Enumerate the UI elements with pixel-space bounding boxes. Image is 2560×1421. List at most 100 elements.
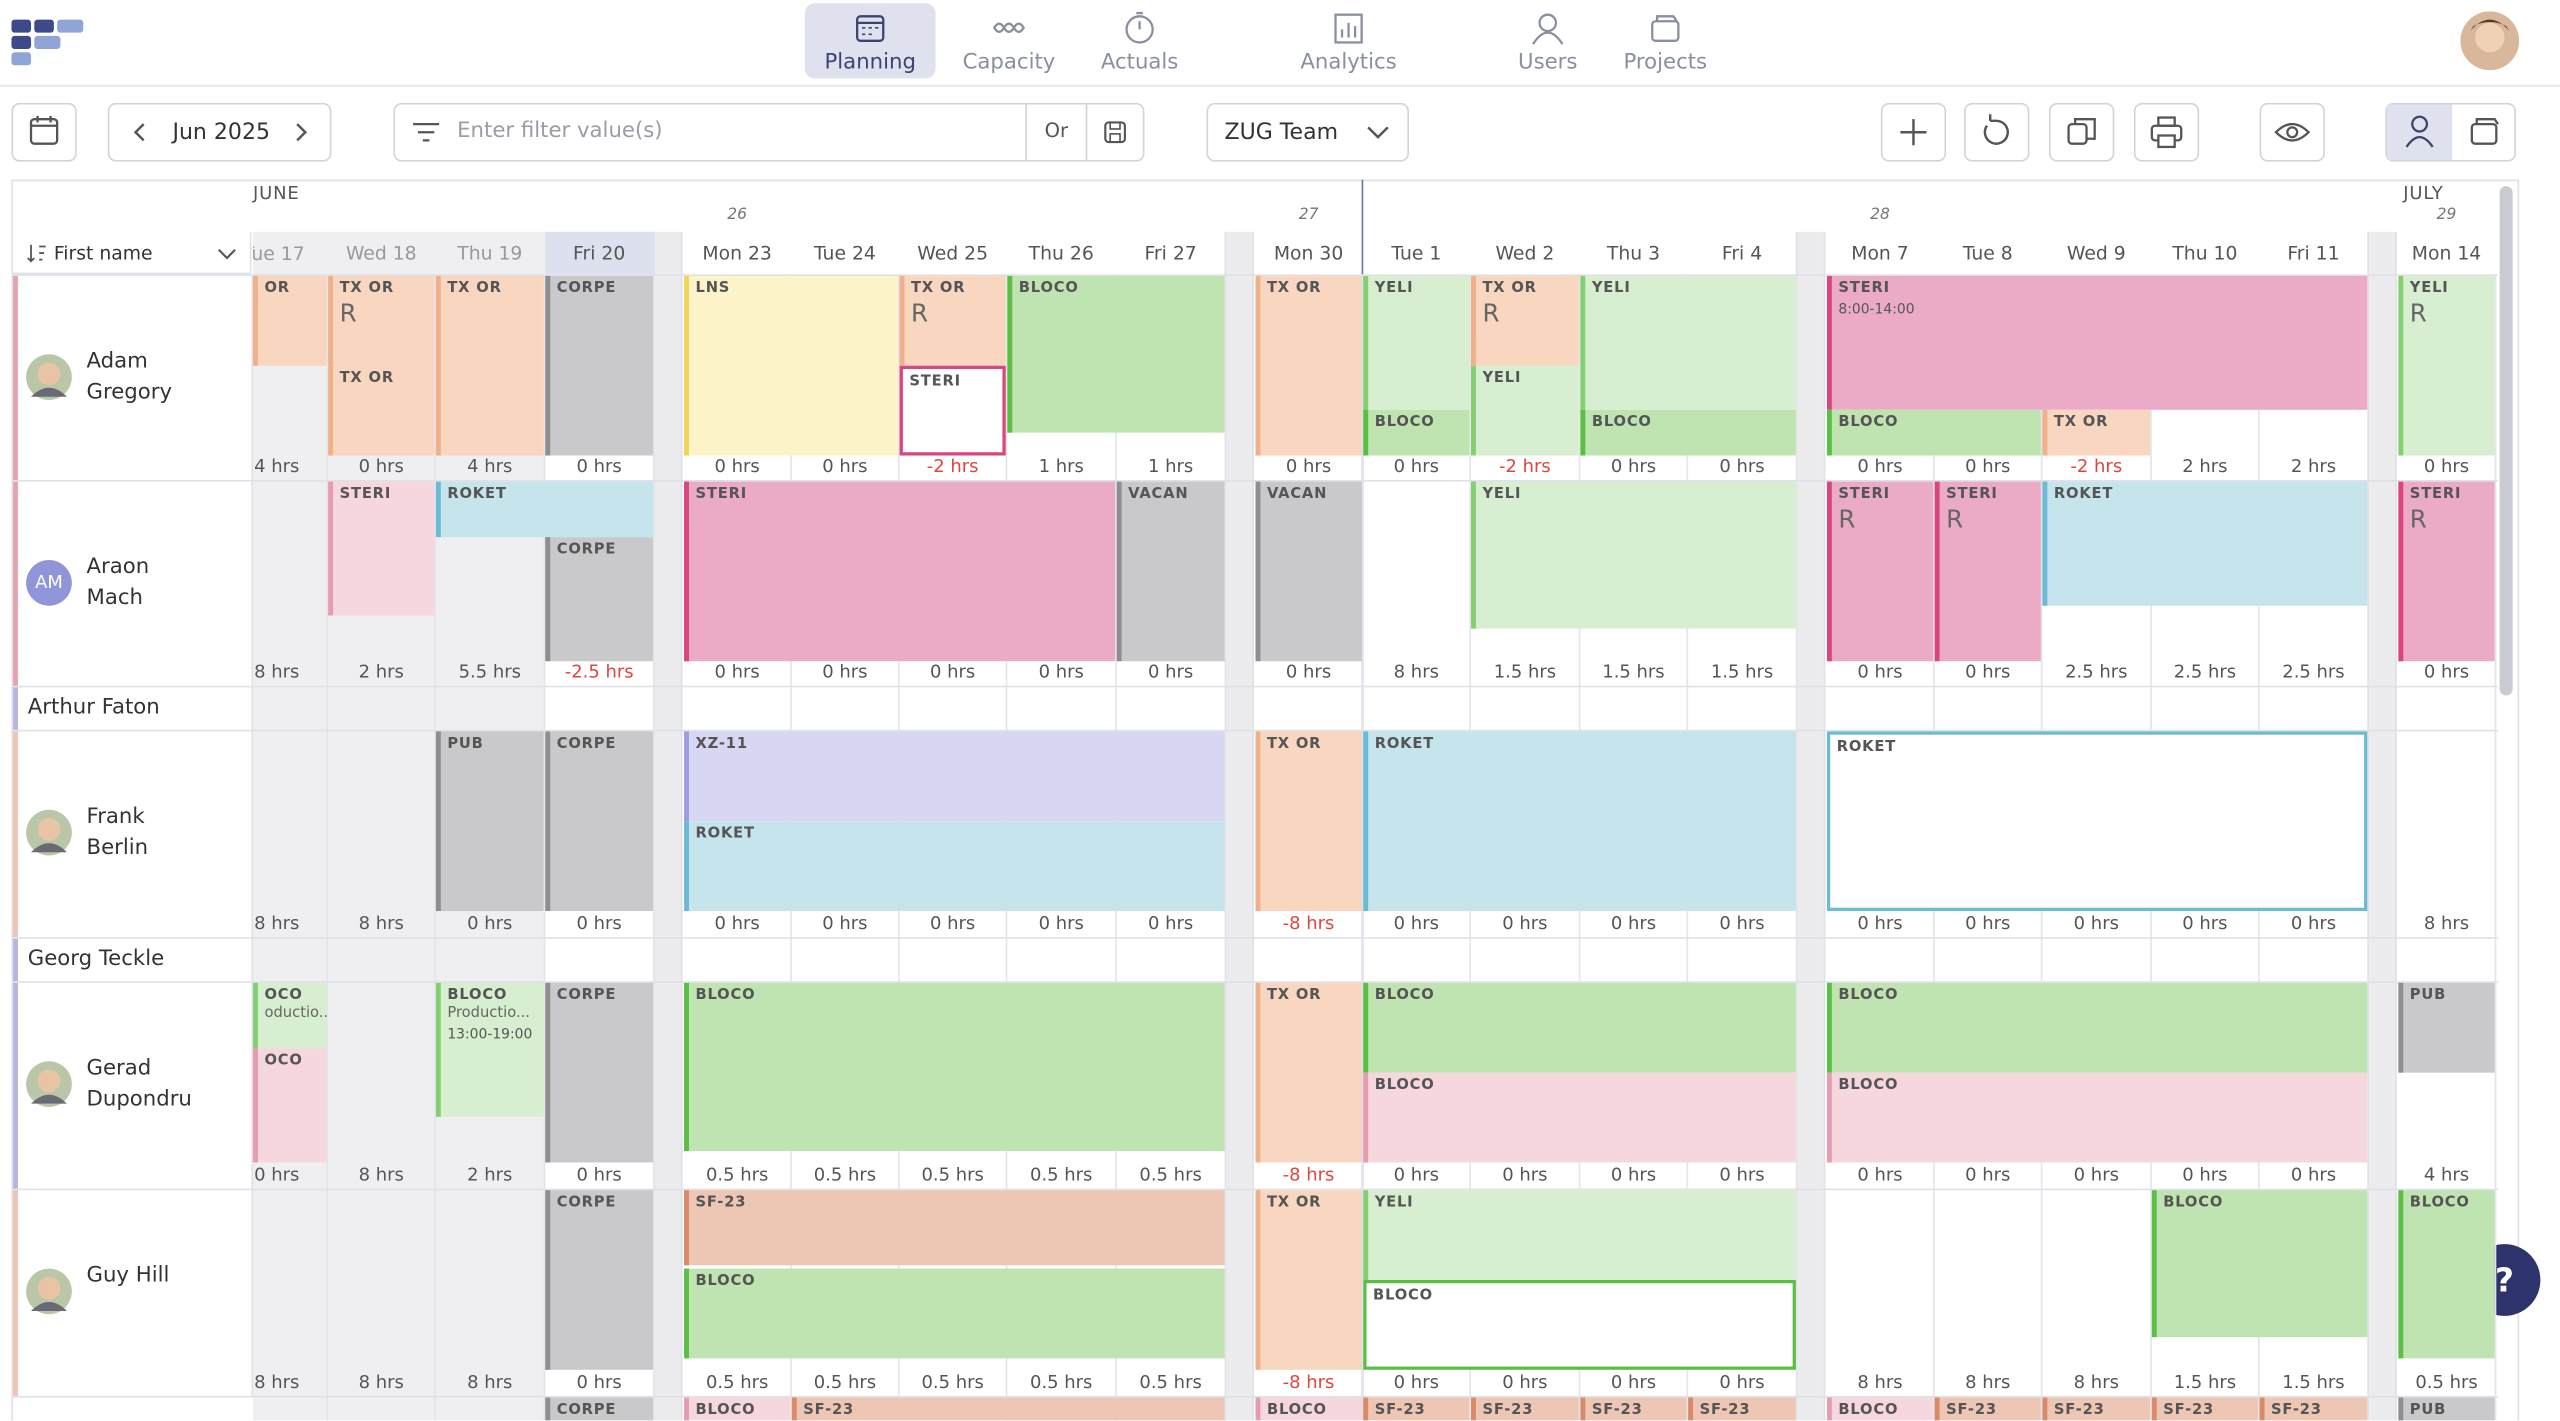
nav-item[interactable]: Actuals	[1074, 3, 1205, 78]
booking[interactable]: TX OR	[1255, 731, 1362, 912]
nav-item[interactable]: Projects	[1600, 3, 1731, 78]
booking[interactable]: OCO oductio...	[253, 982, 327, 1049]
booking[interactable]: CORPE	[545, 1397, 654, 1421]
booking[interactable]: BLOCO	[684, 1268, 1225, 1359]
nav-item[interactable]: Analytics	[1283, 3, 1414, 78]
filter-input[interactable]: Enter filter value(s)	[457, 119, 663, 144]
or-toggle[interactable]: Or	[1044, 119, 1069, 143]
booking[interactable]: BLOCO	[684, 982, 1225, 1152]
booking[interactable]: VACAN	[1255, 481, 1362, 662]
booking[interactable]: ROKET	[684, 821, 1225, 912]
booking-label: TX OR	[1266, 736, 1322, 753]
booking[interactable]: ROKET	[1826, 731, 2368, 912]
add-button[interactable]	[1880, 102, 1947, 162]
booking[interactable]: ROKET	[435, 481, 654, 538]
booking[interactable]: BLOCO	[1363, 1280, 1796, 1370]
booking[interactable]: CORPE	[545, 1190, 654, 1370]
project-view[interactable]	[2452, 104, 2517, 160]
team-select[interactable]: ZUG Team	[1206, 102, 1409, 162]
booking[interactable]: STERI	[899, 365, 1006, 456]
booking[interactable]: BLOCO	[1580, 409, 1796, 456]
booking[interactable]: SF-23	[2151, 1397, 2258, 1421]
booking[interactable]: LNS	[684, 275, 898, 456]
booking[interactable]: SF-23	[1580, 1397, 1687, 1421]
booking[interactable]: BLOCO	[2398, 1190, 2495, 1359]
booking[interactable]: SF-23	[2042, 1397, 2151, 1421]
booking[interactable]: XZ-11	[684, 731, 1225, 822]
booking[interactable]: SF-23	[1363, 1397, 1470, 1421]
booking[interactable]: CORPE	[545, 731, 654, 912]
booking[interactable]: STERI	[328, 481, 435, 616]
booking[interactable]: TX OR R	[899, 275, 1006, 366]
booking[interactable]: SF-23	[1934, 1397, 2041, 1421]
booking[interactable]: SF-23	[1688, 1397, 1796, 1421]
booking[interactable]: STERI 8:00-14:00	[1826, 275, 2368, 410]
booking[interactable]: STERI	[684, 481, 1116, 662]
booking[interactable]: SF-23	[684, 1190, 1225, 1266]
sort-header[interactable]: First name	[13, 231, 252, 275]
nav-item[interactable]: Planning	[804, 3, 936, 79]
booking[interactable]: TX OR	[1255, 982, 1362, 1163]
booking[interactable]: BLOCO Productio... 13:00-19:00	[435, 982, 544, 1117]
booking[interactable]: ROKET	[1363, 731, 1796, 912]
booking[interactable]: YELI	[1580, 275, 1796, 410]
person-view[interactable]	[2386, 104, 2453, 160]
booking[interactable]: BLOCO	[1826, 1397, 1934, 1421]
booking[interactable]: BLOCO	[1363, 982, 1796, 1073]
booking[interactable]: TX OR R	[328, 275, 435, 366]
user-avatar[interactable]	[2460, 11, 2520, 71]
booking[interactable]: CORPE	[545, 275, 654, 456]
booking[interactable]: VACAN	[1116, 481, 1225, 662]
view-button[interactable]	[2259, 102, 2325, 162]
booking[interactable]: CORPE	[545, 982, 654, 1163]
day-header: Wed 25	[917, 241, 989, 265]
prev-button[interactable]	[129, 119, 152, 145]
booking[interactable]: YELI R	[2398, 275, 2495, 456]
booking[interactable]: SF-23	[1471, 1397, 1579, 1421]
booking[interactable]: YELI	[1363, 275, 1470, 410]
booking[interactable]: SF-23	[791, 1397, 1225, 1421]
booking[interactable]: BLOCO	[684, 1397, 791, 1421]
booking[interactable]: OR	[253, 275, 327, 366]
booking[interactable]: YELI	[1471, 365, 1579, 456]
booking[interactable]: CORPE	[545, 537, 654, 662]
booking[interactable]: BLOCO	[1826, 1072, 2368, 1163]
booking[interactable]: BLOCO	[1826, 409, 2041, 456]
hours-label: 8 hrs	[254, 661, 300, 683]
booking[interactable]: BLOCO	[1363, 1072, 1796, 1163]
booking[interactable]: TX OR	[435, 275, 544, 456]
chevron	[1367, 126, 1389, 139]
booking[interactable]: SF-23	[2259, 1397, 2368, 1421]
booking[interactable]: BLOCO	[2151, 1190, 2368, 1338]
booking[interactable]: PUB	[435, 731, 544, 912]
booking[interactable]: TX OR	[328, 365, 435, 456]
booking[interactable]: BLOCO	[1007, 275, 1225, 433]
copy-button[interactable]	[2048, 102, 2115, 162]
print-button[interactable]	[2133, 102, 2200, 162]
booking[interactable]: YELI	[1363, 1190, 1796, 1280]
row-line	[13, 981, 2498, 983]
booking[interactable]: PUB	[2398, 1397, 2495, 1421]
booking[interactable]: BLOCO	[1826, 982, 2368, 1073]
booking[interactable]: STERI R	[1934, 481, 2041, 662]
booking[interactable]: STERI R	[1826, 481, 1934, 662]
calendar-button[interactable]	[11, 102, 77, 162]
icon	[2067, 118, 2096, 145]
booking[interactable]: BLOCO	[1255, 1397, 1362, 1421]
next-button[interactable]	[289, 119, 312, 145]
booking[interactable]: OCO	[253, 1048, 327, 1163]
booking[interactable]: PUB	[2398, 982, 2495, 1073]
booking[interactable]: TX OR	[1255, 1190, 1362, 1370]
booking[interactable]: TX OR	[2042, 409, 2151, 456]
nav-item[interactable]: Capacity	[944, 3, 1075, 78]
booking[interactable]: STERI R	[2398, 481, 2495, 662]
hours-label: 0 hrs	[2073, 1164, 2119, 1186]
refresh-button[interactable]	[1964, 102, 2030, 162]
save-button[interactable]	[1102, 119, 1128, 145]
booking[interactable]: ROKET	[2042, 481, 2368, 606]
booking[interactable]: BLOCO	[1363, 409, 1470, 456]
nav-item[interactable]: Users	[1482, 3, 1613, 78]
booking[interactable]: TX OR	[1255, 275, 1362, 456]
booking[interactable]: TX OR R	[1471, 275, 1579, 366]
booking[interactable]: YELI	[1471, 481, 1796, 629]
